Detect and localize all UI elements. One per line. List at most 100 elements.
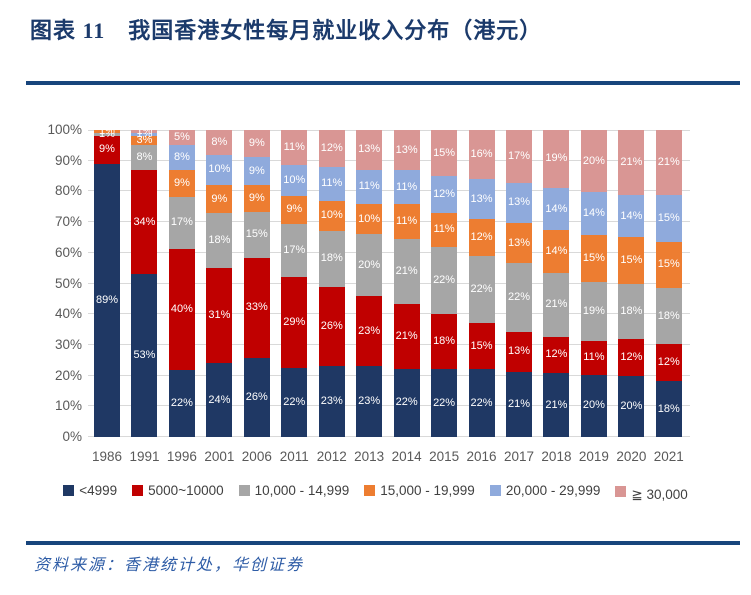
gridline bbox=[88, 313, 690, 315]
segment-label: 5% bbox=[173, 131, 190, 144]
segment: 12% bbox=[618, 338, 645, 376]
segment-label: 12% bbox=[620, 350, 643, 363]
segment-label: 13% bbox=[507, 196, 530, 209]
segment-label: 11% bbox=[283, 140, 305, 153]
segment-label: 8% bbox=[211, 135, 228, 148]
legend-item: 20,000 - 29,999 bbox=[489, 483, 600, 498]
bar-1991: 53% 34% 8% 3% 1% 1% bbox=[131, 126, 158, 437]
segment-label: 18% bbox=[208, 234, 231, 247]
segment-label: 17% bbox=[507, 149, 530, 162]
segment: 23% bbox=[356, 366, 383, 437]
title-divider-line bbox=[26, 81, 740, 85]
segment: 11% bbox=[431, 212, 458, 247]
segment-label: 14% bbox=[545, 245, 568, 258]
segment-label: 18% bbox=[657, 402, 680, 415]
segment-label: 15% bbox=[470, 339, 493, 352]
segment: 10% bbox=[318, 200, 345, 232]
legend-label: 15,000 - 19,999 bbox=[380, 483, 475, 498]
segment-label: 10% bbox=[358, 212, 381, 225]
segment: 15% bbox=[655, 241, 682, 289]
segment: 12% bbox=[318, 130, 345, 167]
legend-swatch-icon bbox=[238, 485, 250, 496]
segment-label: 10% bbox=[320, 209, 343, 222]
bar-2006: 26% 33% 15% 9% 9% 9% bbox=[243, 130, 270, 437]
y-tick-label: 10% bbox=[54, 398, 82, 414]
segment-label: 21% bbox=[507, 397, 530, 410]
segment: 9% bbox=[243, 184, 270, 213]
plot-area: 89% 9% 1% 1% 53% 34% 8% 3% 1% 1% 22% 40% 17% 9% 8% 5% 24… bbox=[88, 126, 690, 437]
segment: 20% bbox=[356, 234, 383, 296]
gridline bbox=[88, 405, 690, 407]
segment-label: 21% bbox=[395, 264, 418, 277]
x-tick-label: 2021 bbox=[653, 449, 684, 464]
segment: 10% bbox=[206, 154, 233, 186]
segment: 22% bbox=[468, 255, 495, 324]
segment: 22% bbox=[431, 369, 458, 437]
segment: 22% bbox=[468, 369, 495, 437]
segment-label: 20% bbox=[582, 399, 605, 412]
segment-label: 22% bbox=[283, 396, 306, 409]
segment: 13% bbox=[356, 130, 383, 170]
segment-label: 53% bbox=[133, 349, 156, 362]
segment: 11% bbox=[393, 170, 420, 205]
segment: 15% bbox=[580, 235, 607, 282]
bar-2012: 23% 26% 18% 10% 11% 12% bbox=[318, 130, 345, 437]
segment: 1% bbox=[94, 126, 120, 137]
segment-label: 13% bbox=[470, 192, 493, 205]
segment: 1% bbox=[131, 126, 158, 137]
x-axis: 1986 1991 1996 2001 2006 2011 2012 2013 2014 2015… bbox=[88, 449, 690, 464]
segment-label: 15% bbox=[433, 146, 456, 159]
x-tick-label: 2020 bbox=[616, 449, 647, 464]
segment-label: 9% bbox=[211, 192, 228, 205]
segment: 22% bbox=[505, 263, 532, 332]
segment-label: 19% bbox=[582, 304, 605, 317]
legend-item: 5000~10000 bbox=[132, 483, 224, 498]
y-axis: 0% 10% 20% 30% 40% 50% 60% 70% 80% 90% 100% bbox=[24, 122, 82, 444]
segment: 13% bbox=[505, 223, 532, 264]
segment-label: 18% bbox=[657, 309, 680, 322]
segment-label: 23% bbox=[320, 395, 343, 408]
segment-label: 34% bbox=[133, 215, 156, 228]
segment-label: 9% bbox=[248, 164, 265, 177]
segment: 20% bbox=[580, 374, 607, 437]
bar-1996: 22% 40% 17% 9% 8% 5% bbox=[168, 130, 195, 437]
segment-label: 12% bbox=[545, 348, 568, 361]
segment: 21% bbox=[655, 130, 682, 196]
segment: 18% bbox=[318, 231, 345, 287]
segment: 9% bbox=[206, 185, 233, 213]
x-tick-label: 2016 bbox=[466, 449, 497, 464]
segment: 19% bbox=[543, 130, 570, 188]
segment-label: 17% bbox=[170, 216, 193, 229]
segment: 21% bbox=[505, 371, 532, 437]
segment: 53% bbox=[131, 274, 158, 437]
legend-swatch-icon bbox=[615, 485, 627, 497]
segment: 29% bbox=[281, 277, 308, 369]
segment-label: 29% bbox=[283, 316, 306, 329]
segment-label: 21% bbox=[545, 298, 568, 311]
segment-label: 10% bbox=[283, 173, 306, 186]
segment-label: 22% bbox=[470, 396, 493, 409]
x-tick-label: 1996 bbox=[166, 449, 197, 464]
segment: 9% bbox=[243, 157, 270, 185]
segment: 11% bbox=[393, 204, 420, 239]
y-tick-label: 20% bbox=[54, 367, 82, 383]
segment: 1% bbox=[94, 129, 120, 140]
gridline bbox=[88, 343, 690, 345]
segment-label: 18% bbox=[620, 304, 643, 317]
y-tick-label: 0% bbox=[62, 429, 82, 444]
segment-label: 11% bbox=[433, 223, 455, 236]
segment-label: 12% bbox=[657, 356, 680, 369]
segment-label: 21% bbox=[395, 329, 418, 342]
gridline bbox=[88, 282, 690, 284]
segment-label: 11% bbox=[396, 215, 418, 227]
legend-swatch-icon bbox=[132, 485, 144, 496]
gridline bbox=[88, 374, 690, 376]
segment: 11% bbox=[356, 169, 383, 204]
segment: 9% bbox=[243, 130, 270, 158]
segment-label: 15% bbox=[657, 258, 680, 271]
segment-label: 9% bbox=[99, 143, 115, 156]
bar-2018: 21% 12% 21% 14% 14% 19% bbox=[543, 130, 570, 437]
segment-label: 15% bbox=[620, 254, 643, 266]
segment: 11% bbox=[281, 130, 308, 165]
